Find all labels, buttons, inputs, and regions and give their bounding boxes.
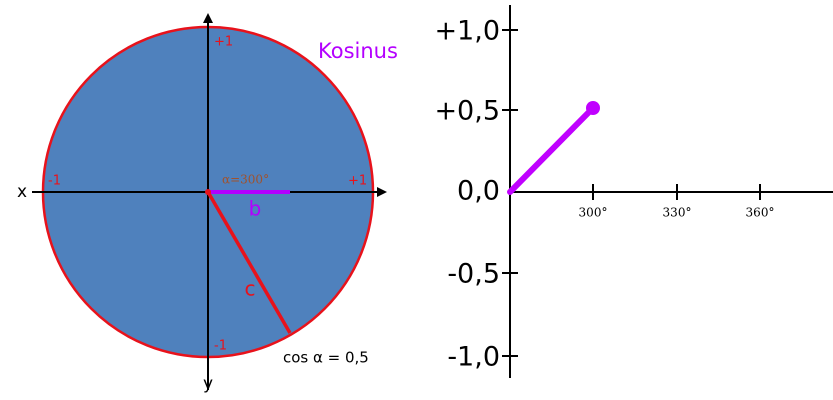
formula: cos α = 0,5 xyxy=(283,349,369,367)
hypotenuse-segment xyxy=(206,191,292,334)
x-tick-label: 330° xyxy=(663,206,692,220)
y-tick-label: -1,0 xyxy=(447,342,500,373)
x-tick-label: 360° xyxy=(746,206,775,220)
cosine-point xyxy=(586,101,600,115)
plot-ticks xyxy=(502,29,761,357)
x-tick-label: 300° xyxy=(579,206,608,220)
tick-bottom: -1 xyxy=(214,339,227,354)
y-tick-label: 0,0 xyxy=(457,176,500,207)
y-tick-label: -0,5 xyxy=(447,259,500,290)
angle-label: α=300° xyxy=(222,173,269,187)
segment-c-label: c xyxy=(245,277,256,301)
y-tick-label: +0,5 xyxy=(434,96,500,127)
title: Kosinus xyxy=(318,39,398,63)
y-label: y xyxy=(203,374,213,394)
tick-right: +1 xyxy=(348,174,367,189)
segment-b-label: b xyxy=(249,197,262,221)
x-label: x xyxy=(17,182,27,202)
y-tick-label: +1,0 xyxy=(434,16,500,47)
tick-left: -1 xyxy=(48,174,61,189)
tick-top: +1 xyxy=(214,35,233,50)
cosine-curve xyxy=(507,105,596,195)
origin-dot xyxy=(205,189,211,195)
